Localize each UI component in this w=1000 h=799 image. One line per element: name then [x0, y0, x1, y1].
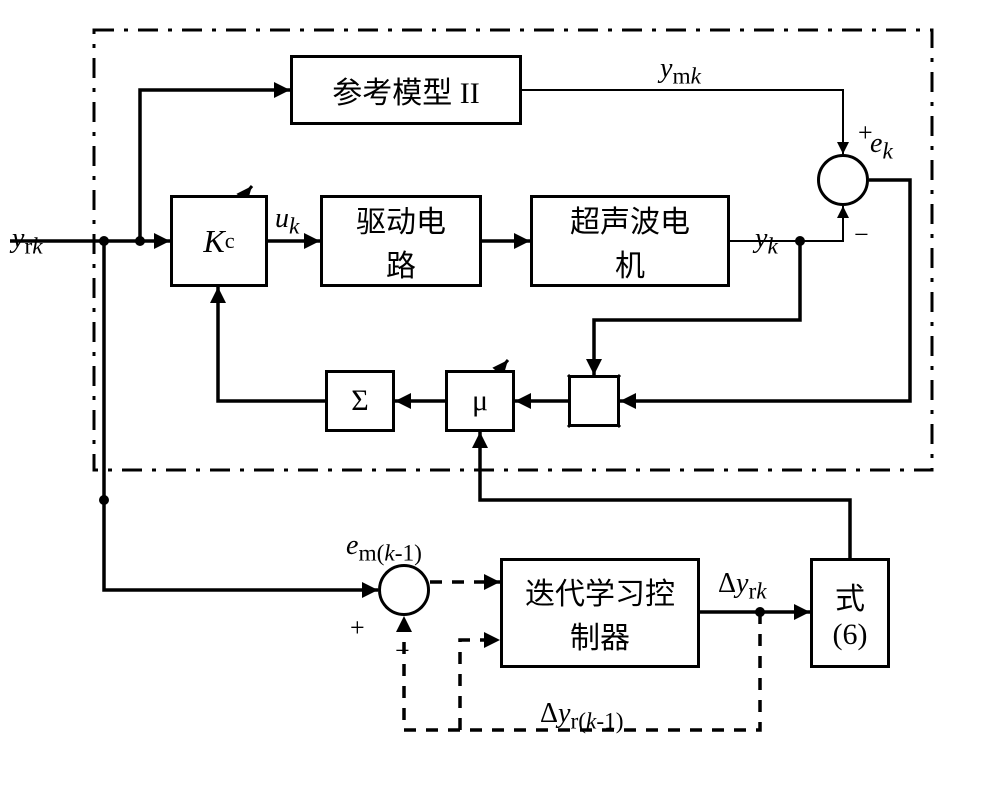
- junction-4: [755, 607, 765, 617]
- block-sigma: Σ: [325, 370, 395, 432]
- block-drive: 驱动电路: [320, 195, 482, 287]
- label-dyrk1: Δyr(k-1): [540, 700, 624, 734]
- diagram-canvas: 参考模型 IIKc驱动电路超声波电机Σμ迭代学习控制器式(6)+−+−yrkym…: [0, 0, 1000, 799]
- multiplier: [568, 375, 620, 427]
- label-dyrk: Δyrk: [718, 570, 767, 604]
- label-yk: yk: [755, 225, 778, 259]
- label-ek: ek: [870, 130, 893, 164]
- junction-0: [135, 236, 145, 246]
- minus-ek: −: [854, 220, 869, 250]
- plus-em: +: [350, 613, 365, 643]
- block-usm: 超声波电机: [530, 195, 730, 287]
- label-yrk: yrk: [12, 225, 43, 259]
- block-eq6: 式(6): [810, 558, 890, 668]
- block-kc: Kc: [170, 195, 268, 287]
- block-mu: μ: [445, 370, 515, 432]
- label-uk: uk: [275, 205, 299, 239]
- label-emk1: em(k-1): [346, 532, 422, 566]
- junction-3: [99, 495, 109, 505]
- minus-em: −: [395, 636, 410, 666]
- summer-ek: [817, 154, 869, 206]
- block-ref_model: 参考模型 II: [290, 55, 522, 125]
- label-ymk: ymk: [660, 55, 701, 89]
- summer-em: [378, 564, 430, 616]
- junction-1: [99, 236, 109, 246]
- block-ilc: 迭代学习控制器: [500, 558, 700, 668]
- junction-2: [795, 236, 805, 246]
